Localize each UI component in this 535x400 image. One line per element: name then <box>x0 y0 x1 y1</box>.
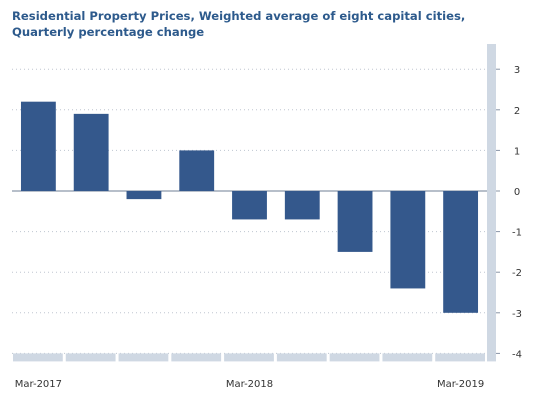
chart-title: Residential Property Prices, Weighted av… <box>12 9 466 39</box>
bar-sep-2018 <box>337 191 373 252</box>
x-tick-label: Mar-2019 <box>437 379 484 390</box>
y-tick-label: -4 <box>512 349 522 360</box>
x-axis-band-segment <box>13 353 63 362</box>
x-tick-label: Mar-2018 <box>226 379 273 390</box>
y-axis-band <box>487 44 496 362</box>
x-axis-band-segment <box>118 353 169 362</box>
x-axis-band-segment <box>65 353 116 362</box>
y-tick-label: 3 <box>514 65 520 76</box>
bar-mar-2017 <box>20 101 56 191</box>
x-axis-band-segment <box>382 353 433 362</box>
bar-sep-2017 <box>126 191 162 200</box>
x-axis-band-segment <box>171 353 222 362</box>
x-axis-band-segment <box>329 353 380 362</box>
bars <box>20 101 479 313</box>
bar-jun-2018 <box>284 191 320 220</box>
tick-labels: 3 2 1 0 -1 -2 -3 -4 Mar-2017 Mar-2018 Mar-2019 <box>15 65 522 390</box>
y-tick-label: 2 <box>514 106 520 117</box>
y-tick-label: -1 <box>512 228 522 239</box>
bar-jun-2017 <box>73 113 109 191</box>
y-tick-label: 0 <box>514 187 520 198</box>
y-tick-label: -3 <box>512 309 522 320</box>
bar-dec-2017 <box>179 150 215 191</box>
bar-mar-2018 <box>232 191 267 220</box>
x-axis-band-segment <box>276 353 327 362</box>
bar-dec-2018 <box>390 191 426 289</box>
bar-mar-2019 <box>443 191 479 313</box>
x-axis-band-segment <box>224 353 274 362</box>
x-axis-band-segment <box>435 353 485 362</box>
y-tick-label: -2 <box>512 268 522 279</box>
x-tick-label: Mar-2017 <box>15 379 62 390</box>
y-tick-label: 1 <box>514 146 520 157</box>
